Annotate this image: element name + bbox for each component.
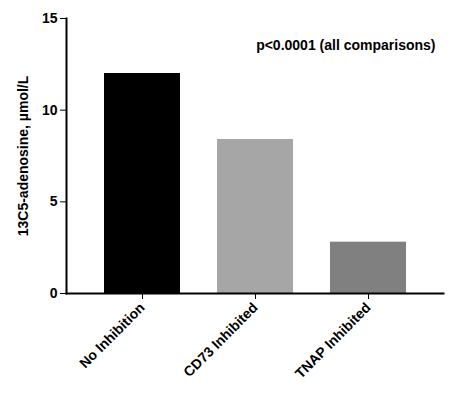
svg-text:p<0.0001 (all comparisons): p<0.0001 (all comparisons): [256, 37, 435, 53]
svg-text:No Inhibition: No Inhibition: [76, 299, 148, 371]
svg-text:15: 15: [42, 10, 58, 26]
svg-text:5: 5: [50, 193, 58, 209]
svg-text:CD73 Inhibited: CD73 Inhibited: [180, 299, 261, 380]
svg-text:TNAP Inhibited: TNAP Inhibited: [292, 299, 374, 381]
svg-text:10: 10: [42, 102, 58, 118]
svg-text:0: 0: [50, 285, 58, 301]
svg-text:13C5-adenosine, µmol/L: 13C5-adenosine, µmol/L: [15, 75, 31, 236]
